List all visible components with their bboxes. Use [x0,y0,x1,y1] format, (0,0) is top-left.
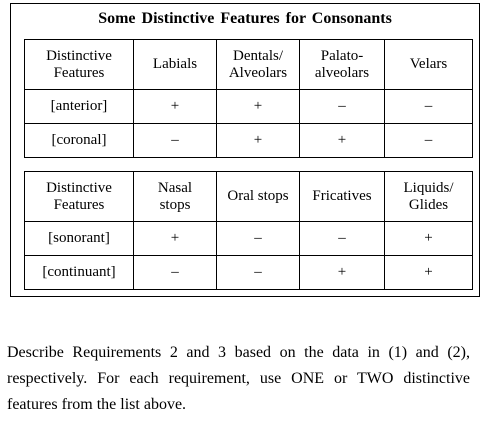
feature-label: [continuant] [24,255,134,290]
instructions-paragraph: Describe Requirements 2 and 3 based on t… [7,344,470,413]
feature-value: – [216,221,300,256]
header-cell-labials: Labials [133,39,217,90]
feature-value: + [299,255,385,290]
feature-value: + [384,255,473,290]
feature-label: [sonorant] [24,221,134,256]
feature-value: + [384,221,473,256]
feature-value: – [133,123,217,158]
table-row-anterior: [anterior] + + – – [24,89,473,124]
feature-value: – [384,123,473,158]
feature-value: – [299,221,385,256]
feature-value: + [299,123,385,158]
feature-value: – [384,89,473,124]
feature-label: [coronal] [24,123,134,158]
feature-value: + [133,89,217,124]
table-row-coronal: [coronal] – + + – [24,123,473,158]
feature-value: + [133,221,217,256]
place-features-table: Distinctive Features Labials Dentals/ Al… [24,39,473,158]
header-cell-distinctive-features: Distinctive Features [24,39,134,90]
header-cell-distinctive-features: Distinctive Features [24,171,134,222]
feature-value: + [216,89,300,124]
table-row-continuant: [continuant] – – + + [24,255,473,290]
header-cell-nasal-stops: Nasal stops [133,171,217,222]
feature-value: – [299,89,385,124]
table-title: Some Distinctive Features for Consonants [98,10,392,27]
header-cell-palato-alveolars: Palato- alveolars [299,39,385,90]
feature-value: + [216,123,300,158]
feature-value: – [216,255,300,290]
feature-label: [anterior] [24,89,134,124]
table-header-row: Distinctive Features Labials Dentals/ Al… [24,39,473,90]
header-cell-dentals-alveolars: Dentals/ Alveolars [216,39,300,90]
header-cell-oral-stops: Oral stops [216,171,300,222]
feature-value: – [133,255,217,290]
header-cell-velars: Velars [384,39,473,90]
feature-box: Some Distinctive Features for Consonants… [10,3,480,297]
header-cell-liquids-glides: Liquids/ Glides [384,171,473,222]
manner-features-table: Distinctive Features Nasal stops Oral st… [24,171,473,290]
header-cell-fricatives: Fricatives [299,171,385,222]
table-row-sonorant: [sonorant] + – – + [24,221,473,256]
table-header-row: Distinctive Features Nasal stops Oral st… [24,171,473,222]
